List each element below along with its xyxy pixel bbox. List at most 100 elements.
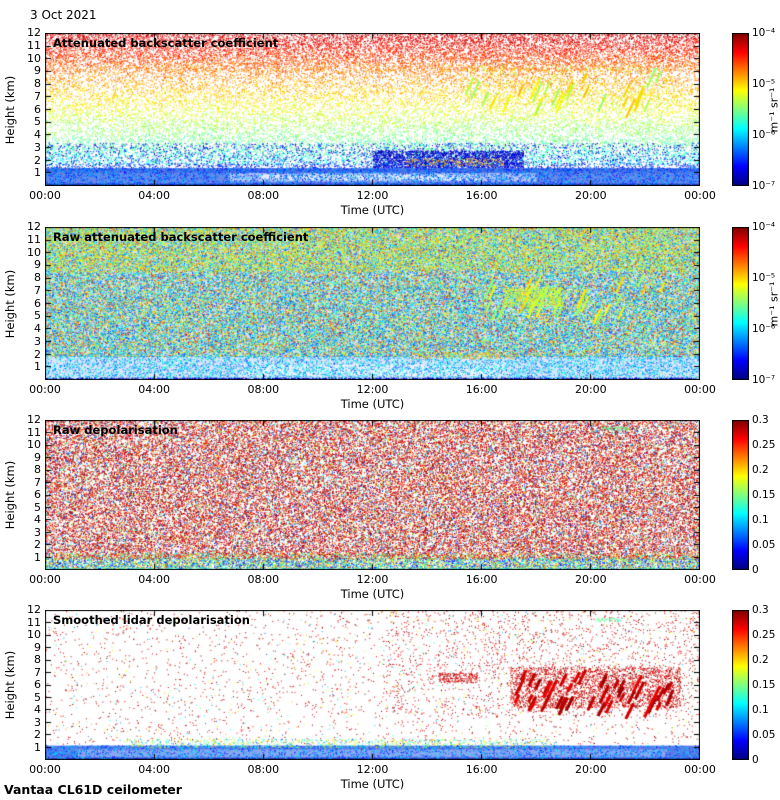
date-label: 3 Oct 2021 xyxy=(30,8,97,22)
panel-title: Attenuated backscatter coefficient xyxy=(53,36,279,50)
y-axis-label: Height (km) xyxy=(3,650,17,720)
heatmap-canvas xyxy=(45,33,700,186)
y-tick-label: 8 xyxy=(34,653,41,666)
x-tick-label: 00:00 xyxy=(684,383,716,396)
y-tick-label: 9 xyxy=(34,258,41,272)
y-tick-label: 3 xyxy=(34,525,41,539)
x-tick-label: 08:00 xyxy=(247,573,280,586)
y-tick-label: 10 xyxy=(27,438,41,451)
x-tick-label: 20:00 xyxy=(574,763,607,776)
y-tick-label: 12 xyxy=(27,603,41,616)
y-axis-label: Height (km) xyxy=(3,269,17,338)
colorbar-tick-label: 0.15 xyxy=(752,679,776,691)
colorbar-tick-label: 10⁻⁶ xyxy=(752,323,776,335)
y-tick-label: 11 xyxy=(27,615,41,629)
panel-title: Raw depolarisation xyxy=(53,423,178,437)
panel-title: Smoothed lidar depolarisation xyxy=(53,613,250,627)
colorbar-tick-label: 0 xyxy=(752,754,759,766)
x-tick-label: 20:00 xyxy=(574,383,607,396)
x-tick-label: 12:00 xyxy=(356,763,389,776)
colorbar-tick-label: 10⁻⁴ xyxy=(752,221,776,233)
x-tick-label: 12:00 xyxy=(356,189,389,202)
y-tick-label: 3 xyxy=(34,715,41,729)
x-tick-label: 08:00 xyxy=(247,383,280,396)
x-tick-label: 04:00 xyxy=(138,383,170,396)
y-tick-label: 6 xyxy=(34,102,41,116)
y-tick-label: 8 xyxy=(34,271,41,284)
colorbar-tick-label: 10⁻⁷ xyxy=(752,180,776,192)
y-tick-label: 9 xyxy=(34,64,41,78)
y-tick-label: 11 xyxy=(27,232,41,246)
x-tick-label: 04:00 xyxy=(138,763,170,776)
colorbar-tick-label: 0.25 xyxy=(752,629,776,641)
panel-raw-depolarisation: Height (km) 12 11 10 9 8 7 6 5 4 3 2 1 Raw depolari… xyxy=(0,413,780,604)
colorbar-tick-label: 0.2 xyxy=(752,464,769,476)
heatmap-canvas xyxy=(45,227,700,380)
x-tick-label: 04:00 xyxy=(138,189,170,202)
x-tick-label: 00:00 xyxy=(29,189,61,202)
y-tick-label: 2 xyxy=(34,538,41,551)
panel-smoothed-depolarisation: Height (km) 12 11 10 9 8 7 6 5 4 3 2 1 Smoothed lid… xyxy=(0,603,780,794)
heatmap-canvas xyxy=(45,420,700,570)
x-tick-label: 16:00 xyxy=(465,573,498,586)
panel-attenuated-backscatter: Height (km) 12 11 10 9 8 7 6 5 4 3 2 1 Attenuated b… xyxy=(0,26,780,220)
x-tick-label: 16:00 xyxy=(465,383,498,396)
colorbar-tick-label: 0.25 xyxy=(752,439,776,451)
y-tick-label: 9 xyxy=(34,450,41,464)
colorbar-tick-label: 0.05 xyxy=(752,729,776,741)
y-tick-label: 3 xyxy=(34,140,41,154)
y-tick-label: 5 xyxy=(34,115,41,129)
x-tick-label: 12:00 xyxy=(356,383,389,396)
y-tick-label: 4 xyxy=(34,322,41,335)
y-tick-label: 3 xyxy=(34,334,41,348)
y-axis-label: Height (km) xyxy=(3,75,17,144)
y-tick-label: 4 xyxy=(34,128,41,141)
panel-raw-attenuated-backscatter: Height (km) 12 11 10 9 8 7 6 5 4 3 2 1 Raw attenuat… xyxy=(0,220,780,414)
x-tick-label: 04:00 xyxy=(138,573,170,586)
colorbar-tick-label: 10⁻⁵ xyxy=(752,272,776,284)
y-tick-label: 12 xyxy=(27,220,41,233)
x-tick-label: 00:00 xyxy=(29,573,61,586)
colorbar-canvas xyxy=(732,227,749,380)
x-tick-label: 20:00 xyxy=(574,189,607,202)
colorbar-unit-label: m⁻¹ sr⁻¹ xyxy=(767,87,780,132)
y-tick-label: 5 xyxy=(34,309,41,323)
colorbar-tick-label: 10⁻⁴ xyxy=(752,27,776,39)
x-tick-label: 00:00 xyxy=(29,383,61,396)
colorbar-tick-label: 10⁻⁵ xyxy=(752,78,776,90)
y-tick-label: 8 xyxy=(34,77,41,90)
y-tick-label: 7 xyxy=(34,665,41,679)
x-tick-label: 16:00 xyxy=(465,763,498,776)
y-tick-label: 4 xyxy=(34,703,41,716)
y-tick-label: 2 xyxy=(34,347,41,361)
y-tick-label: 1 xyxy=(34,550,41,564)
x-tick-label: 12:00 xyxy=(356,573,389,586)
y-tick-label: 12 xyxy=(27,413,41,426)
colorbar-canvas xyxy=(732,610,749,760)
heatmap-canvas xyxy=(45,610,700,760)
colorbar-tick-label: 10⁻⁶ xyxy=(752,129,776,141)
y-tick-label: 2 xyxy=(34,153,41,167)
x-tick-label: 00:00 xyxy=(684,573,716,586)
colorbar-tick-label: 0.2 xyxy=(752,654,769,666)
x-axis-label: Time (UTC) xyxy=(340,587,405,601)
y-tick-label: 10 xyxy=(27,245,41,259)
y-tick-label: 2 xyxy=(34,728,41,741)
y-tick-label: 11 xyxy=(27,38,41,52)
colorbar-canvas xyxy=(732,420,749,570)
colorbar-tick-label: 0.15 xyxy=(752,489,776,501)
y-tick-label: 10 xyxy=(27,51,41,65)
x-axis-label: Time (UTC) xyxy=(340,397,405,411)
y-tick-label: 1 xyxy=(34,166,41,180)
y-tick-label: 1 xyxy=(34,740,41,754)
colorbar-tick-label: 0.1 xyxy=(752,704,769,716)
colorbar-canvas xyxy=(732,33,749,186)
y-axis-label: Height (km) xyxy=(3,460,17,530)
colorbar-tick-label: 0.3 xyxy=(752,414,769,426)
y-tick-label: 12 xyxy=(27,26,41,39)
colorbar-tick-label: 0 xyxy=(752,564,759,576)
x-tick-label: 20:00 xyxy=(574,573,607,586)
colorbar-tick-label: 0.1 xyxy=(752,514,769,526)
x-tick-label: 08:00 xyxy=(247,189,280,202)
